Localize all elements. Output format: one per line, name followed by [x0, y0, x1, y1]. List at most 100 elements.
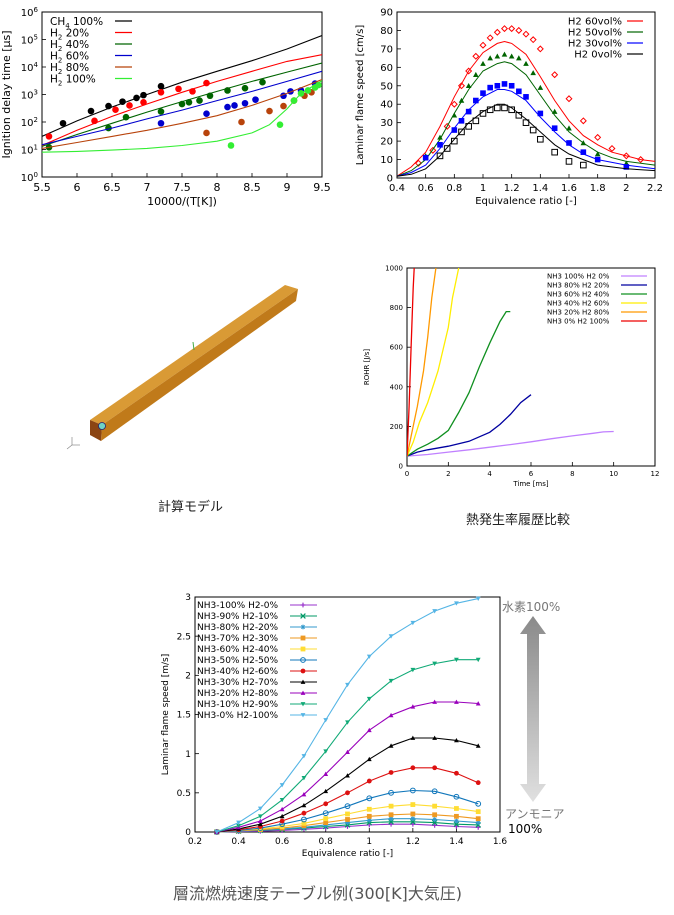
series-line: [42, 54, 322, 147]
data-point: [454, 699, 459, 704]
data-point: [451, 112, 458, 118]
data-point: [366, 654, 372, 659]
y-tick-label: 50: [380, 81, 393, 92]
data-point: [475, 743, 481, 748]
data-point: [301, 754, 307, 759]
legend-label: NH3 80% H2 20%: [547, 282, 610, 290]
series-10: [214, 596, 481, 835]
y-tick-label: 2.5: [177, 632, 191, 642]
data-point: [140, 99, 147, 106]
data-point: [515, 26, 523, 34]
data-point: [301, 802, 307, 808]
data-point: [366, 696, 372, 702]
data-point: [345, 773, 350, 778]
data-point: [388, 812, 394, 818]
data-point: [345, 720, 350, 725]
series-line: [407, 268, 437, 457]
legend-marker: [300, 613, 306, 619]
data-point: [105, 102, 112, 110]
data-point: [297, 90, 305, 97]
legend-marker: [300, 624, 306, 630]
data-point: [366, 813, 372, 819]
data-point: [323, 718, 329, 723]
data-point: [458, 128, 465, 136]
data-point: [508, 106, 515, 114]
x-tick-label: 2: [623, 183, 629, 194]
data-point: [432, 609, 438, 614]
data-point: [454, 813, 459, 819]
y-tick-label: 800: [390, 304, 403, 312]
data-point: [465, 67, 473, 75]
x-axis-label: Equivalence ratio [-]: [475, 196, 577, 207]
data-point: [522, 30, 530, 38]
data-point: [301, 810, 307, 816]
y-tick-label: 0: [387, 174, 393, 185]
data-point: [157, 108, 165, 115]
data-point: [530, 70, 536, 76]
series-0: [396, 25, 656, 177]
data-point: [279, 806, 285, 812]
y-tick-label: 1000: [385, 264, 403, 272]
data-point: [479, 110, 487, 117]
data-point: [453, 793, 460, 800]
data-point: [322, 810, 329, 817]
data-point: [494, 104, 501, 112]
data-point: [475, 820, 481, 825]
data-point: [475, 800, 482, 807]
data-point: [454, 657, 459, 663]
y-tick-label: 0: [185, 828, 191, 838]
series-line: [42, 34, 322, 137]
data-point: [119, 98, 126, 105]
data-point: [196, 97, 203, 104]
data-point: [475, 701, 481, 706]
x-tick-label: 0.6: [275, 837, 290, 847]
data-point: [257, 806, 263, 811]
model-caption: 計算モデル: [158, 500, 224, 515]
data-point: [257, 818, 263, 823]
series-line: [42, 78, 322, 149]
data-point: [515, 111, 523, 119]
y-tick-label: 400: [390, 383, 403, 391]
y-tick-label: 3: [185, 593, 191, 603]
data-point: [241, 99, 249, 107]
data-point: [175, 85, 182, 93]
data-point: [537, 110, 544, 117]
data-point: [366, 756, 372, 762]
x-tick-label: 9.5: [313, 181, 331, 194]
plot-frame: [406, 267, 656, 467]
series-line: [407, 430, 614, 457]
y-tick-label: 100: [21, 171, 38, 184]
series-line: [396, 103, 656, 177]
y-tick-label: 20: [380, 137, 393, 148]
legend-label: H2 100%: [50, 74, 96, 88]
data-point: [454, 601, 459, 606]
data-point: [431, 788, 438, 795]
data-point: [45, 133, 53, 140]
data-point: [432, 765, 438, 771]
data-point: [344, 803, 351, 810]
data-point: [388, 803, 394, 809]
legend-label: NH3 60% H2 40%: [547, 291, 610, 299]
data-point: [454, 818, 459, 824]
data-point: [508, 82, 515, 89]
x-tick-label: 1.6: [561, 183, 577, 194]
data-point: [178, 100, 186, 108]
data-point: [475, 596, 481, 601]
data-point: [304, 87, 312, 94]
data-point: [475, 657, 481, 663]
data-point: [224, 87, 231, 94]
y-axis-label: ROHR [J/s]: [363, 349, 371, 386]
legend-label: NH3-80% H2-20%: [197, 623, 279, 633]
series-4: [42, 78, 322, 149]
data-point: [454, 770, 459, 776]
legend-label: H2 60vol%: [568, 17, 622, 28]
data-point: [437, 134, 443, 140]
y-tick-label: 70: [380, 44, 393, 55]
legend-marker: [300, 668, 306, 674]
data-point: [432, 803, 438, 809]
x-tick-label: 1.2: [504, 183, 520, 194]
data-point: [432, 735, 438, 740]
data-point: [475, 809, 481, 815]
legend-marker: [300, 679, 306, 684]
x-tick-label: 9: [284, 181, 291, 194]
